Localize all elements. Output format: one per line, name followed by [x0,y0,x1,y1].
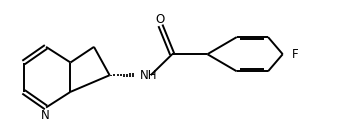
Text: F: F [291,48,298,61]
Text: N: N [41,109,50,122]
Text: O: O [156,13,165,26]
Text: NH: NH [140,69,157,82]
